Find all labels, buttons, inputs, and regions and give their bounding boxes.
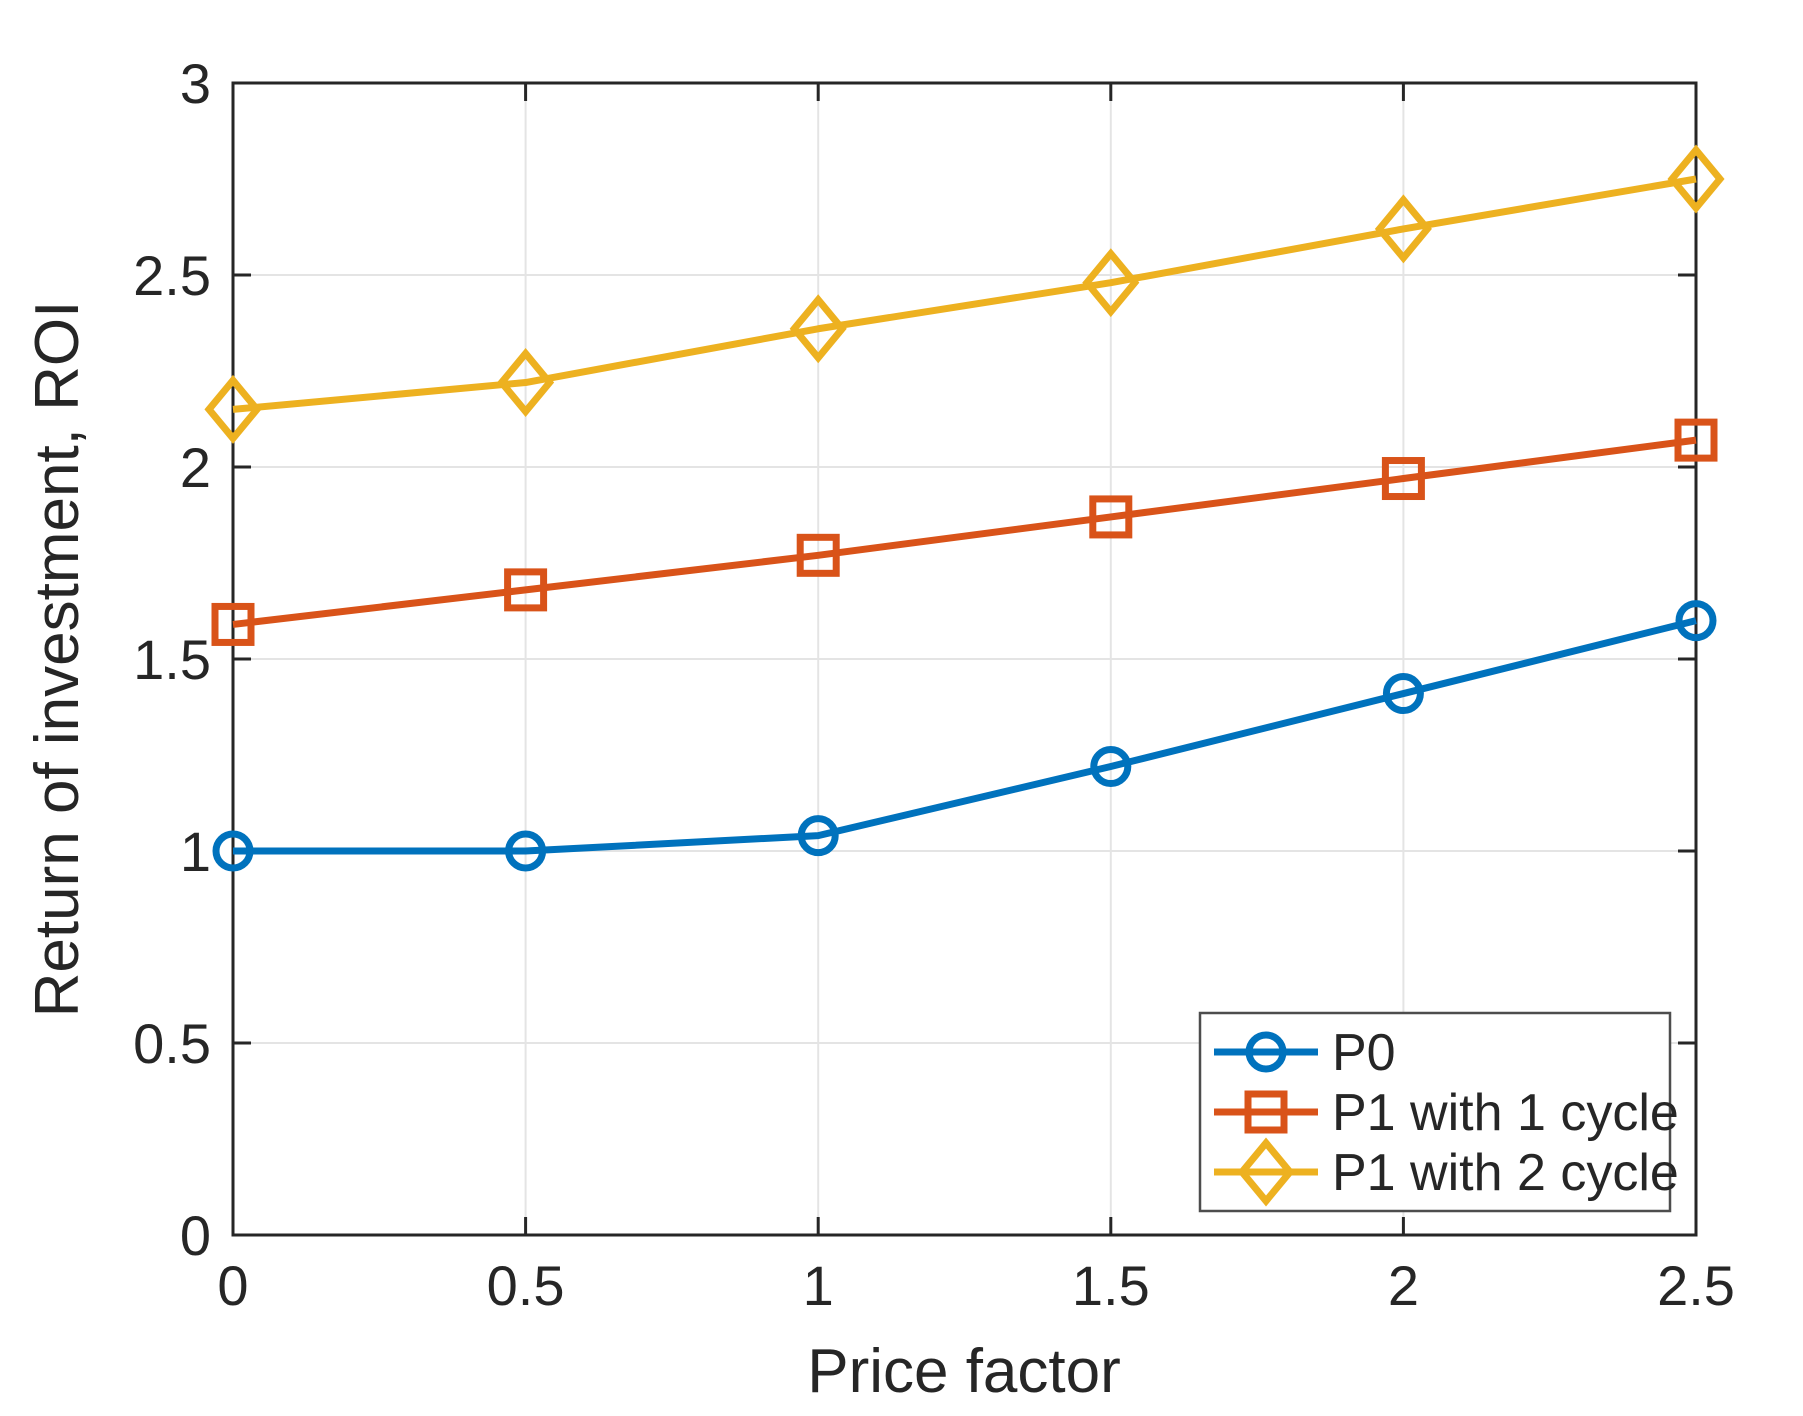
y-tick-label: 0.5 [133, 1012, 211, 1075]
y-tick-label: 1 [180, 820, 211, 883]
legend-entry-p1-with-2-cycle: P1 with 2 cycle [1214, 1137, 1679, 1207]
square-marker [1089, 495, 1133, 539]
diamond-marker [497, 348, 555, 418]
diamond-marker [1237, 1137, 1295, 1207]
y-tick-label: 1.5 [133, 628, 211, 691]
x-tick-label: 2 [1388, 1254, 1419, 1317]
diamond-marker [1374, 194, 1432, 264]
square-marker [796, 533, 840, 577]
circle-marker [1245, 1031, 1287, 1073]
diamond-marker [204, 374, 262, 444]
square-marker [1674, 418, 1718, 462]
circle-marker [1382, 673, 1424, 715]
axes-layer [231, 81, 1698, 1237]
series-line-p1-with-1-cycle [232, 436, 1697, 628]
legend-entry-p0: P0 [1214, 1024, 1396, 1082]
legend-label: P1 with 2 cycle [1332, 1144, 1679, 1202]
x-tick-label: 0.5 [487, 1254, 565, 1317]
circle-marker [1090, 746, 1132, 788]
circle-marker [797, 815, 839, 857]
circle-marker [1675, 600, 1717, 642]
square-marker [1381, 457, 1425, 501]
diamond-marker [1082, 248, 1140, 318]
square-marker [1244, 1090, 1288, 1134]
tick-labels-layer: 0 0.5 1 1.5 2 2.5 0 0.5 1 1.5 2 2.5 3 [133, 52, 1735, 1317]
x-tick-label: 1 [803, 1254, 834, 1317]
y-axis-label: Return of investment, ROI [23, 301, 92, 1018]
x-tick-label: 0 [217, 1254, 248, 1317]
y-tick-label: 2.5 [133, 244, 211, 307]
square-marker [211, 602, 255, 646]
x-tick-label: 2.5 [1657, 1254, 1735, 1317]
y-tick-label: 3 [180, 52, 211, 115]
y-tick-label: 2 [180, 436, 211, 499]
circle-marker [505, 830, 547, 872]
circle-marker [212, 830, 254, 872]
legend-label: P0 [1332, 1024, 1396, 1082]
legend-label: P1 with 1 cycle [1332, 1084, 1679, 1142]
legend-entry-p1-with-1-cycle: P1 with 1 cycle [1214, 1084, 1679, 1142]
series-line-p0 [233, 617, 1697, 855]
y-tick-label: 0 [180, 1204, 211, 1267]
x-axis-label: Price factor [807, 1337, 1121, 1406]
series-layer [204, 144, 1725, 872]
diamond-marker [1667, 144, 1725, 214]
series-line-p1-with-2-cycle [232, 175, 1697, 413]
diamond-marker [789, 294, 847, 364]
square-marker [504, 568, 548, 612]
x-tick-label: 1.5 [1072, 1254, 1150, 1317]
